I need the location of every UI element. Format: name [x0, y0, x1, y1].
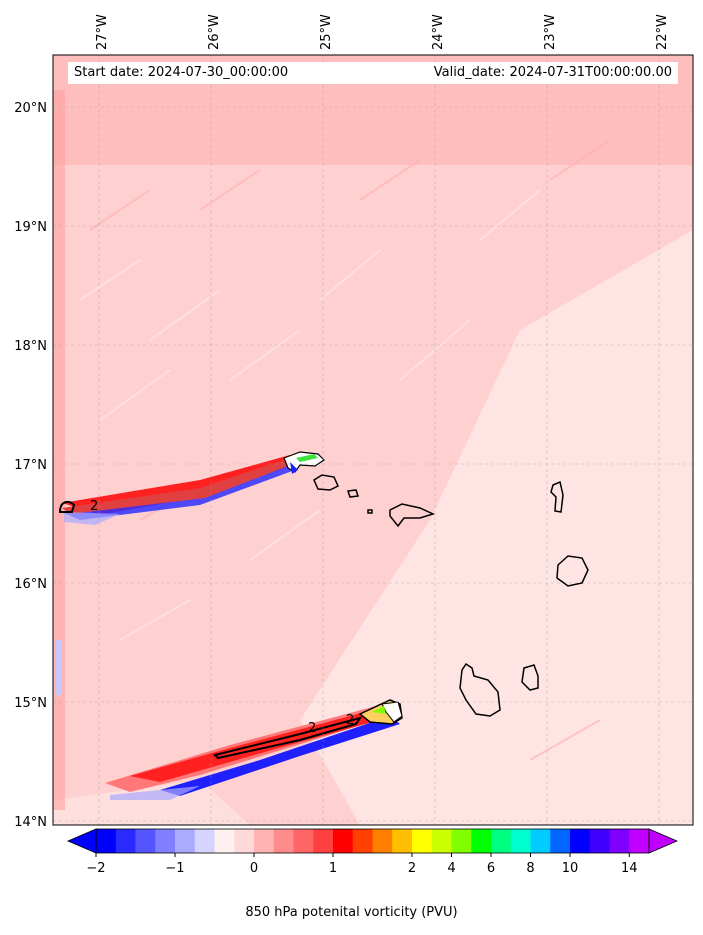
colorbar-segment — [491, 829, 512, 853]
islands — [313, 474, 589, 717]
colorbar-segment — [194, 829, 215, 853]
graticule — [53, 55, 693, 825]
pv-light-region — [300, 230, 693, 825]
colorbar-segment — [412, 829, 433, 853]
longitude-labels: 27°W 26°W 25°W 24°W 23°W 22°W — [95, 14, 670, 50]
colorbar-segment — [431, 829, 452, 853]
pv-left-edge — [53, 90, 65, 810]
colorbar: −2 −1 0 1 2 4 6 8 10 14 — [66, 828, 679, 876]
island-maio — [521, 664, 539, 691]
lon-label-23w: 23°W — [543, 14, 558, 50]
colorbar-segment — [333, 829, 354, 853]
colorbar-segment — [234, 829, 255, 853]
colorbar-segment — [392, 829, 413, 853]
colorbar-segment — [155, 829, 176, 853]
colorbar-segment — [510, 829, 531, 853]
colorbar-segment — [372, 829, 393, 853]
colorbar-segment — [273, 829, 294, 853]
colorbar-segment — [293, 829, 314, 853]
colorbar-segment — [214, 829, 235, 853]
contour-label-1: 2 — [90, 499, 98, 514]
pv-texture — [79, 189, 661, 641]
lat-label-17n: 17°N — [14, 458, 47, 473]
pv-blue-patch — [56, 640, 62, 695]
lat-label-15n: 15°N — [14, 696, 47, 711]
colorbar-segment — [96, 829, 117, 853]
colorbar-tick-label: −2 — [86, 861, 105, 876]
colorbar-segment — [609, 829, 630, 853]
map-frame — [52, 54, 694, 826]
lat-label-19n: 19°N — [14, 220, 47, 235]
lon-label-27w: 27°W — [95, 14, 110, 50]
colorbar-segment — [550, 829, 571, 853]
island-santiago — [459, 662, 501, 717]
colorbar-segment — [115, 829, 136, 853]
colorbar-segment — [313, 829, 334, 853]
colorbar-tick-label: 8 — [526, 861, 534, 876]
island-boa-vista — [556, 555, 589, 587]
island-sao-nicolau-west — [313, 474, 339, 491]
colorbar-tick-label: 2 — [408, 861, 416, 876]
colorbar-segment — [254, 829, 275, 853]
colorbar-extend-min — [66, 828, 97, 854]
contour-label-2: 2 — [308, 721, 316, 736]
lat-label-14n: 14°N — [14, 815, 47, 830]
colorbar-label: 850 hPa potenital vorticity (PVU) — [245, 905, 458, 920]
colorbar-segment — [530, 829, 551, 853]
colorbar-ticks: −2 −1 0 1 2 4 6 8 10 14 — [86, 853, 638, 876]
colorbar-segment — [589, 829, 610, 853]
colorbar-tick-label: 1 — [329, 861, 337, 876]
lon-label-24w: 24°W — [431, 14, 446, 50]
colorbar-frame — [95, 828, 650, 854]
colorbar-extend-max — [648, 828, 679, 854]
colorbar-tick-label: 0 — [250, 861, 258, 876]
start-date-text: Start date: 2024-07-30_00:00:00 — [74, 65, 289, 80]
colorbar-segment — [135, 829, 156, 853]
island-sal — [550, 480, 564, 513]
latitude-labels: 20°N 19°N 18°N 17°N 16°N 15°N 14°N — [14, 101, 47, 830]
vorticity-streak-south: 2 2 — [105, 699, 403, 800]
colorbar-segment — [352, 829, 373, 853]
colorbar-segment — [175, 829, 196, 853]
valid-date-text: Valid_date: 2024-07-31T00:00:00.00 — [433, 65, 672, 80]
map-area: 2 2 2 — [53, 55, 693, 825]
colorbar-segment — [629, 829, 650, 853]
contour-label-3: 2 — [346, 713, 354, 728]
island-sao-nicolau — [389, 503, 436, 528]
lat-label-18n: 18°N — [14, 339, 47, 354]
lon-label-26w: 26°W — [207, 14, 222, 50]
lat-label-16n: 16°N — [14, 577, 47, 592]
colorbar-tick-label: 14 — [621, 861, 638, 876]
colorbar-segment — [471, 829, 492, 853]
colorbar-segment — [451, 829, 472, 853]
vorticity-streak-north: 2 — [58, 451, 325, 525]
lat-label-20n: 20°N — [14, 101, 47, 116]
colorbar-tick-label: −1 — [165, 861, 184, 876]
colorbar-tick-label: 10 — [562, 861, 579, 876]
lon-label-25w: 25°W — [319, 14, 334, 50]
colorbar-tick-label: 6 — [487, 861, 495, 876]
colorbar-segment — [570, 829, 591, 853]
colorbar-segments — [96, 829, 650, 853]
date-banner: Start date: 2024-07-30_00:00:00 Valid_da… — [68, 62, 678, 84]
lon-label-22w: 22°W — [655, 14, 670, 50]
colorbar-tick-label: 4 — [447, 861, 455, 876]
